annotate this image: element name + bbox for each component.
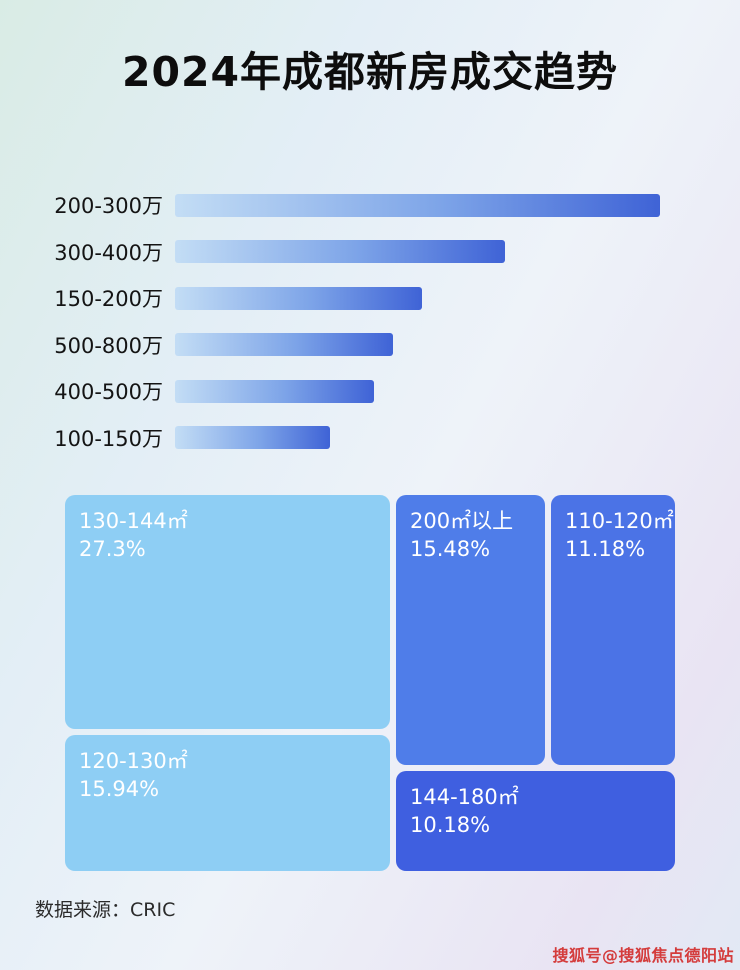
bar	[175, 193, 660, 217]
treemap-block-value: 11.18%	[565, 537, 646, 562]
bar-track	[175, 240, 740, 264]
treemap-chart: 130-144㎡ 27.3% 200㎡以上 15.48% 110-120㎡ 11…	[65, 495, 675, 871]
bar	[175, 379, 374, 403]
bar-category-label: 500-800万	[54, 333, 163, 358]
treemap-block-130-144: 130-144㎡ 27.3%	[65, 495, 390, 729]
bar-row: 300-400万	[0, 229, 740, 276]
bar-category-label: 100-150万	[54, 426, 163, 451]
treemap-block-value: 10.18%	[410, 813, 491, 838]
bar	[175, 286, 423, 310]
treemap-block-120-130: 120-130㎡ 15.94%	[65, 735, 390, 871]
treemap-block-200-plus: 200㎡以上 15.48%	[396, 495, 545, 765]
treemap-block-label: 130-144㎡	[79, 509, 188, 533]
bar	[175, 333, 394, 357]
bar-category-label: 200-300万	[54, 194, 163, 219]
treemap-block-label: 200㎡以上	[410, 509, 514, 533]
watermark-text: 搜狐号@搜狐焦点德阳站	[552, 946, 734, 965]
bar-track	[175, 379, 740, 403]
bar-row: 500-800万	[0, 322, 740, 369]
bar-category-label: 300-400万	[54, 240, 163, 265]
treemap-block-110-120: 110-120㎡ 11.18%	[551, 495, 675, 765]
bar-row: 200-300万	[0, 182, 740, 229]
bar-track	[175, 286, 740, 310]
bar	[175, 240, 505, 264]
bar-track	[175, 333, 740, 357]
bar	[175, 426, 331, 450]
data-source-label: 数据来源：CRIC	[35, 899, 176, 921]
treemap-block-value: 15.48%	[410, 537, 491, 562]
bar-category-label: 150-200万	[54, 287, 163, 312]
bar-chart: 200-300万 300-400万 150-200万 500-800万 400-500万…	[0, 182, 740, 461]
treemap-block-label: 120-130㎡	[79, 749, 188, 773]
bar-track	[175, 426, 740, 450]
bar-track	[175, 193, 740, 217]
treemap-block-value: 27.3%	[79, 537, 146, 562]
bar-row: 150-200万	[0, 275, 740, 322]
bar-row: 100-150万	[0, 415, 740, 462]
page-title: 2024年成都新房成交趋势	[121, 48, 619, 96]
bar-row: 400-500万	[0, 368, 740, 415]
bar-category-label: 400-500万	[54, 380, 163, 405]
treemap-block-value: 15.94%	[79, 777, 160, 802]
treemap-block-label: 144-180㎡	[410, 785, 519, 809]
treemap-block-144-180: 144-180㎡ 10.18%	[396, 771, 675, 871]
treemap-block-label: 110-120㎡	[565, 509, 674, 533]
